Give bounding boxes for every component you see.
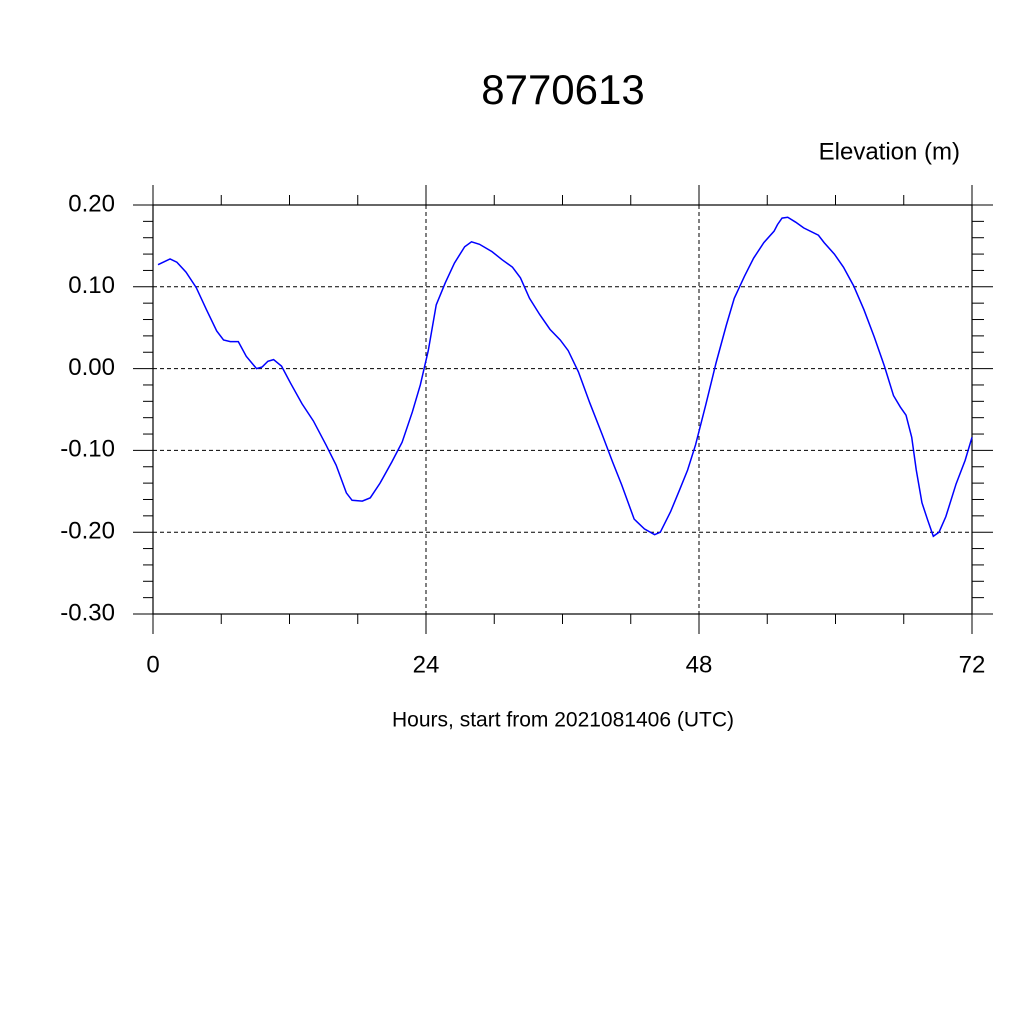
y-tick-label: 0.00: [68, 354, 115, 381]
y-axis-label: Elevation (m): [819, 138, 960, 165]
x-tick-label: 72: [959, 651, 986, 678]
y-tick-label: -0.10: [60, 436, 115, 463]
chart-title: 8770613: [481, 66, 645, 113]
x-tick-label: 0: [146, 651, 159, 678]
y-tick-label: -0.30: [60, 599, 115, 626]
data-line: [157, 216, 973, 538]
plot-frame: [152, 204, 973, 615]
x-tick-label: 48: [686, 651, 713, 678]
x-tick-label: 24: [413, 651, 440, 678]
x-axis-label: Hours, start from 2021081406 (UTC): [392, 709, 734, 732]
y-tick-label: 0.20: [68, 190, 115, 217]
y-tick-label: 0.10: [68, 272, 115, 299]
y-tick-label: -0.20: [60, 518, 115, 545]
